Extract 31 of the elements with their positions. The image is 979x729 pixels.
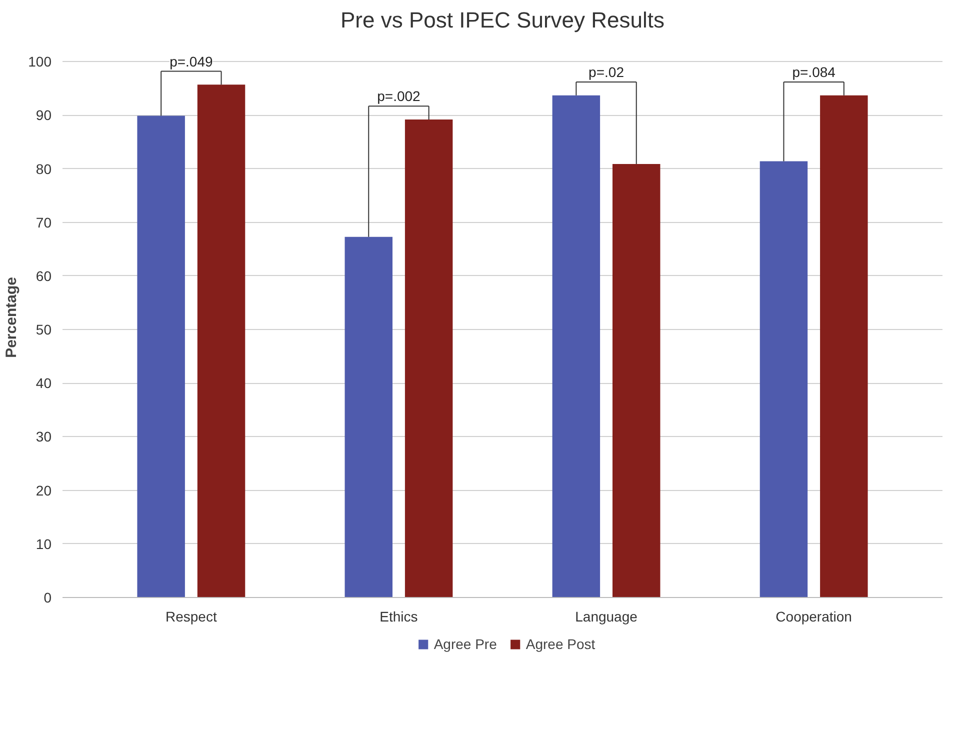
x-tick-label: Language (575, 608, 638, 624)
x-tick-label: Cooperation (776, 608, 852, 624)
y-tick-label: 100 (28, 54, 52, 70)
y-tick-label: 0 (44, 590, 52, 606)
y-tick-label: 60 (36, 268, 52, 284)
y-tick-label: 80 (36, 160, 52, 177)
y-tick-label: 20 (36, 482, 52, 498)
bar (197, 84, 246, 598)
x-tick-label: Respect (166, 608, 217, 624)
y-tick-label: 50 (36, 322, 52, 338)
x-tick-label: Ethics (380, 608, 418, 624)
y-tick-label: 40 (36, 375, 52, 392)
annotation: p=.049 (170, 53, 213, 70)
y-tick-label: 10 (36, 536, 52, 552)
bar (760, 161, 808, 598)
y-tick-label: 30 (36, 428, 52, 445)
chart-title: Pre vs Post IPEC Survey Results (340, 8, 664, 32)
bar (404, 119, 453, 598)
bar (820, 95, 868, 598)
legend-label: Agree Post (526, 636, 596, 652)
annotation: p=.002 (377, 88, 421, 104)
y-tick-label: 70 (36, 214, 52, 230)
y-tick-label: 90 (36, 107, 52, 124)
bar (344, 236, 392, 598)
bar (137, 116, 185, 598)
bar (612, 164, 660, 598)
annotation: p=.02 (588, 64, 624, 80)
legend-label: Agree Pre (434, 636, 497, 652)
bar (552, 95, 600, 598)
y-axis-title: Percentage (3, 277, 20, 358)
annotation: p=.084 (792, 64, 836, 80)
